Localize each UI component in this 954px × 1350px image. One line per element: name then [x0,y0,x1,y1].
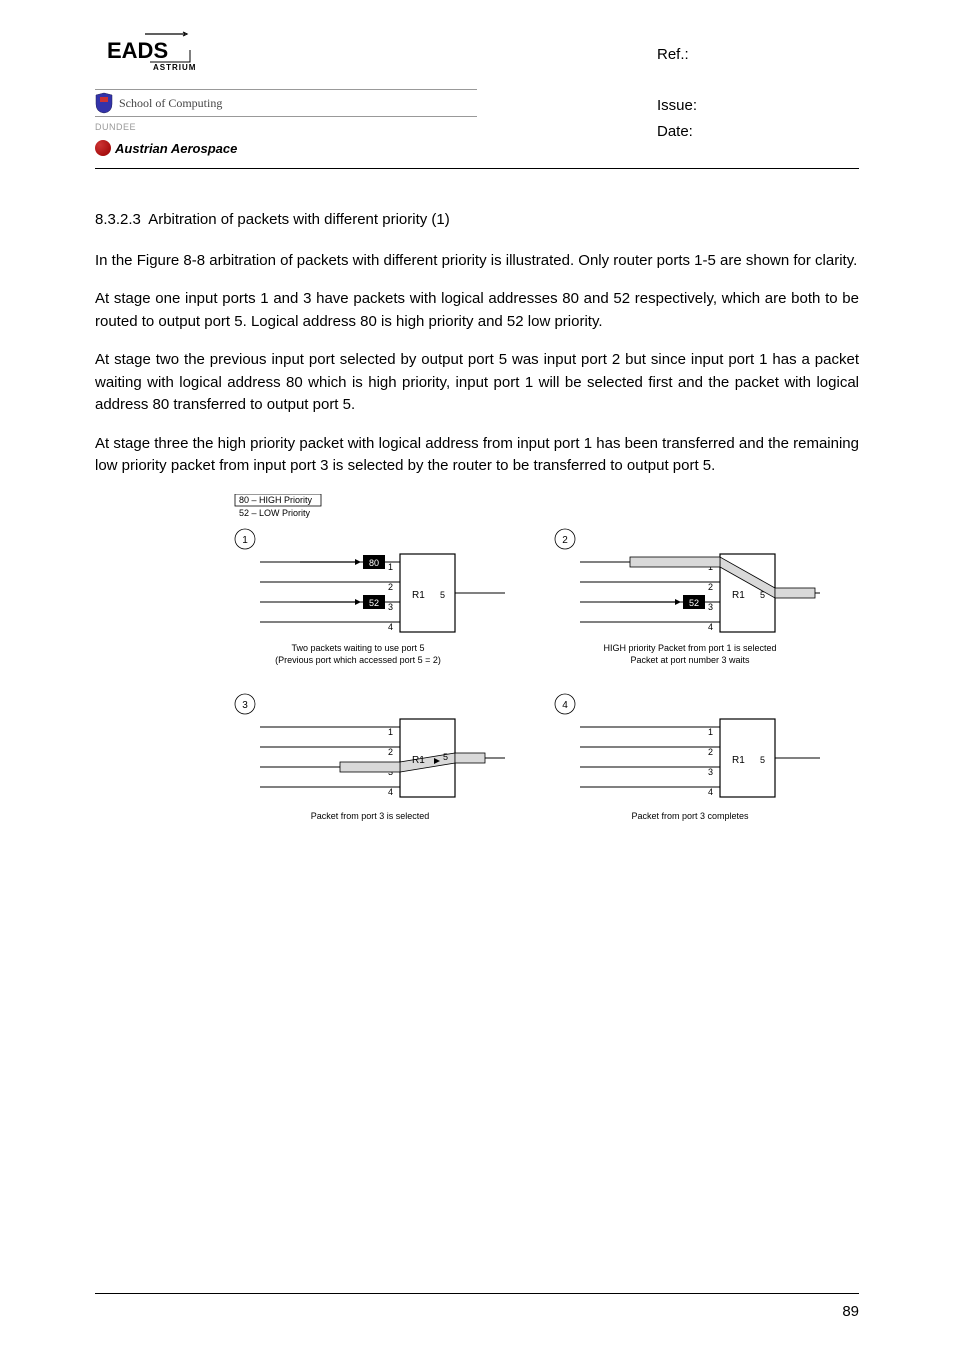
panel-3: 3 R1 1 2 3 4 [235,694,505,821]
panel-4: 4 R1 1 2 3 4 5 Packet from [555,694,820,821]
svg-text:1: 1 [387,562,392,572]
svg-text:3: 3 [707,767,712,777]
paragraph-3: At stage two the previous input port sel… [95,349,859,417]
svg-text:1: 1 [387,727,392,737]
panel2-packet52: 52 [688,598,698,608]
svg-text:4: 4 [707,622,712,632]
globe-icon [95,140,111,156]
paragraph-4: At stage three the high priority packet … [95,433,859,478]
shield-icon [95,92,113,114]
svg-text:2: 2 [387,582,392,592]
svg-text:5: 5 [440,590,445,600]
section-number: 8.3.2.3 [95,209,141,232]
panel1-packet80: 80 [368,558,378,568]
panel3-id: 3 [242,700,248,711]
panel4-router-label: R1 [732,755,745,766]
logo-dundee: DUNDEE [95,121,477,135]
panel2-router-label: R1 [732,590,745,601]
logo-austrian: Austrian Aerospace [95,139,477,159]
svg-text:2: 2 [707,582,712,592]
page-number: 89 [842,1303,859,1320]
svg-text:5: 5 [443,752,448,762]
svg-text:3: 3 [387,602,392,612]
logo-school: School of Computing [95,89,477,117]
panel4-caption-l1: Packet from port 3 completes [631,811,749,821]
figure-svg: 80 – HIGH Priority 52 – LOW Priority 1 R… [135,494,820,849]
panel3-caption-l1: Packet from port 3 is selected [310,811,429,821]
legend-line2: 52 – LOW Priority [239,508,311,518]
eads-sub-text: ASTRIUM [153,63,196,72]
panel1-id: 1 [242,535,248,546]
svg-text:4: 4 [387,622,392,632]
svg-text:4: 4 [707,787,712,797]
austrian-text: Austrian Aerospace [115,139,237,159]
svg-text:3: 3 [707,602,712,612]
panel2-caption-l2: Packet at port number 3 waits [630,655,750,665]
svg-text:4: 4 [387,787,392,797]
footer-rule [95,1293,859,1294]
panel1-packet52: 52 [368,598,378,608]
svg-text:2: 2 [707,747,712,757]
svg-text:1: 1 [707,727,712,737]
svg-text:2: 2 [387,747,392,757]
header-table: EADS ASTRIUM School of Computing DUNDEE … [95,30,859,158]
section-title: Arbitration of packets with different pr… [148,211,450,228]
panel1-caption-l2: (Previous port which accessed port 5 = 2… [275,655,441,665]
header-ref-label: Ref.: [657,44,859,67]
panel3-router-label: R1 [412,755,425,766]
section-heading: 8.3.2.3 Arbitration of packets with diff… [95,209,859,232]
panel1-router-label: R1 [412,590,425,601]
panel4-id: 4 [562,700,568,711]
panel-1: 1 R1 1 2 3 4 [235,529,505,665]
header-rule [95,168,859,169]
legend-line1: 80 – HIGH Priority [239,495,313,505]
header-issue-label: Issue: [657,95,859,118]
svg-text:5: 5 [760,755,765,765]
panel1-caption-l1: Two packets waiting to use port 5 [291,643,424,653]
header-date-label: Date: [657,121,859,144]
paragraph-2: At stage one input ports 1 and 3 have pa… [95,288,859,333]
paragraph-1: In the Figure 8-8 arbitration of packets… [95,250,859,273]
svg-text:5: 5 [760,590,765,600]
logo-eads: EADS ASTRIUM [95,30,477,83]
panel-2: 2 R1 1 2 3 4 [555,529,820,665]
panel2-caption-l1: HIGH priority Packet from port 1 is sele… [603,643,776,653]
figure: 80 – HIGH Priority 52 – LOW Priority 1 R… [95,494,859,857]
school-text: School of Computing [119,94,222,112]
panel2-id: 2 [562,535,568,546]
eads-main-text: EADS [107,38,168,63]
